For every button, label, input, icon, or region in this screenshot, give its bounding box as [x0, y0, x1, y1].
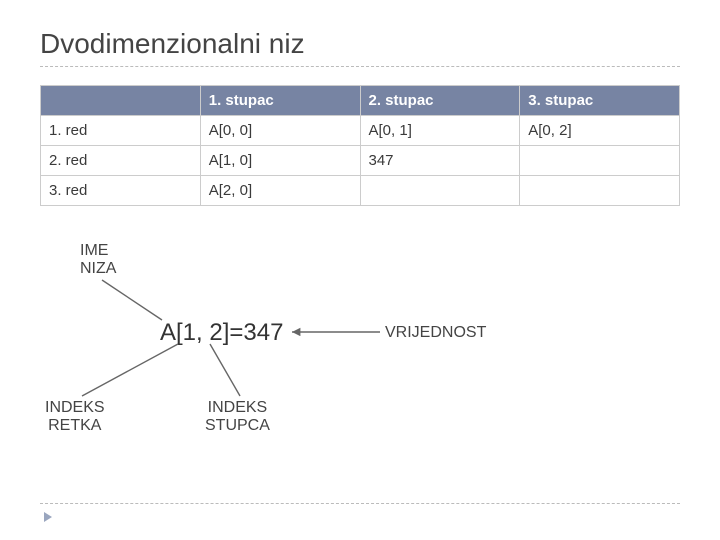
slide-title-block: Dvodimenzionalni niz [40, 28, 680, 67]
title-divider [40, 66, 680, 67]
cell [520, 176, 680, 206]
cell: A[0, 2] [520, 116, 680, 146]
row-header: 2. red [41, 146, 201, 176]
footer-bullet-icon [44, 512, 52, 522]
label-row-index: INDEKSRETKA [45, 399, 105, 436]
label-array-name: IMENIZA [80, 242, 116, 279]
table-header-row: 1. stupac 2. stupac 3. stupac [41, 86, 680, 116]
footer-divider [40, 503, 680, 504]
row-header: 3. red [41, 176, 201, 206]
col-header: 2. stupac [360, 86, 520, 116]
cell: 347 [360, 146, 520, 176]
slide-title: Dvodimenzionalni niz [40, 28, 680, 60]
pointer-line [82, 344, 178, 396]
label-col-index: INDEKSSTUPCA [205, 399, 270, 436]
annotation-diagram: IMENIZA A[1, 2]=347 VRIJEDNOST INDEKSRET… [40, 224, 680, 454]
table-row: 1. red A[0, 0] A[0, 1] A[0, 2] [41, 116, 680, 146]
cell [520, 146, 680, 176]
row-header: 1. red [41, 116, 201, 146]
pointer-line [210, 344, 240, 396]
pointer-line [102, 280, 162, 320]
cell: A[2, 0] [200, 176, 360, 206]
col-header: 1. stupac [200, 86, 360, 116]
cell [360, 176, 520, 206]
cell: A[0, 1] [360, 116, 520, 146]
array-table: 1. stupac 2. stupac 3. stupac 1. red A[0… [40, 85, 680, 206]
table-row: 2. red A[1, 0] 347 [41, 146, 680, 176]
annotation-lines [40, 224, 680, 454]
cell: A[0, 0] [200, 116, 360, 146]
table-row: 3. red A[2, 0] [41, 176, 680, 206]
cell: A[1, 0] [200, 146, 360, 176]
col-header: 3. stupac [520, 86, 680, 116]
expression-text: A[1, 2]=347 [160, 319, 283, 347]
label-value: VRIJEDNOST [385, 324, 486, 342]
header-corner [41, 86, 201, 116]
